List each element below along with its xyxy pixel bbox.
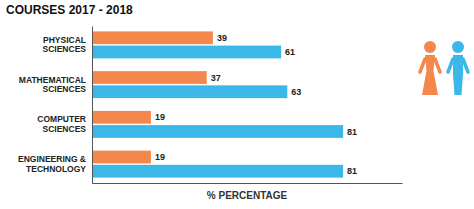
y-tick: PHYSICALSCIENCES	[43, 35, 92, 54]
y-tick-label-line: SCIENCES	[43, 84, 87, 94]
icon-body	[453, 55, 463, 95]
data-label: 61	[285, 47, 295, 57]
bars	[92, 31, 343, 177]
data-label: 81	[347, 127, 357, 137]
data-label: 63	[291, 87, 301, 97]
icon-arm	[420, 59, 425, 72]
y-tick: MATHEMATICALSCIENCES	[19, 75, 92, 94]
icons	[420, 41, 468, 95]
bar	[92, 111, 151, 124]
y-tick-label-line: SCIENCES	[43, 124, 87, 134]
bar	[92, 85, 287, 98]
y-tick-label: MATHEMATICALSCIENCES	[19, 75, 87, 94]
bar	[92, 31, 213, 44]
data-label: 19	[155, 152, 165, 162]
y-tick-label-line: SCIENCES	[43, 44, 87, 54]
title: COURSES 2017 - 2018	[6, 3, 133, 17]
bar	[92, 46, 281, 59]
icon-arm	[463, 59, 468, 72]
bar	[92, 165, 343, 178]
data-label: 19	[155, 112, 165, 122]
icon-head	[424, 41, 436, 53]
female-icon	[420, 41, 440, 95]
bar	[92, 125, 343, 138]
x-axis-title: % PERCENTAGE	[207, 190, 288, 201]
y-axis-line	[92, 27, 93, 184]
y-axis: PHYSICALSCIENCES MATHEMATICALSCIENCES COMP…	[18, 27, 93, 184]
y-tick: ENGINEERING &TECHNOLOGY	[18, 154, 92, 173]
data-labels: 39 37 19 19 61 63 81 81	[155, 33, 357, 176]
x-axis	[93, 183, 403, 184]
chart: COURSES 2017 - 2018 39 37 19 19 61 63 81 81 PHYSI…	[0, 0, 474, 209]
icon-head	[452, 41, 464, 53]
data-label: 39	[217, 33, 227, 43]
data-label: 37	[211, 73, 221, 83]
icon-arm	[435, 59, 440, 72]
y-tick-label: COMPUTERSCIENCES	[37, 114, 86, 133]
bar	[92, 151, 151, 164]
y-tick-label: ENGINEERING &TECHNOLOGY	[18, 154, 86, 173]
y-tick-label-line: TECHNOLOGY	[26, 164, 86, 174]
y-tick-label: PHYSICALSCIENCES	[43, 35, 87, 54]
plot: 39 37 19 19 61 63 81 81 PHYSICALSCIENCES MATHEMAT…	[18, 27, 403, 184]
y-tick: COMPUTERSCIENCES	[37, 114, 92, 133]
x-axis-line	[93, 183, 403, 184]
bar	[92, 71, 207, 84]
icon-arm	[448, 59, 453, 72]
male-icon	[448, 41, 468, 95]
data-label: 81	[347, 166, 357, 176]
